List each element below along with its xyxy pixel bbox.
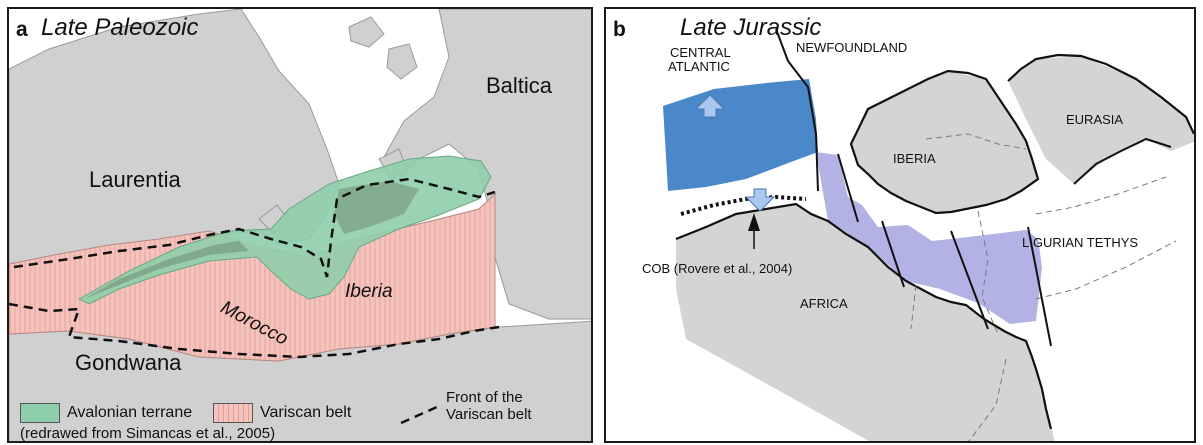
baltica-landmass [383,9,591,320]
panel-b-title: Late Jurassic [680,14,822,41]
island [386,43,418,80]
terrane-overlap [84,241,249,299]
central-atlantic-label-line1: CENTRAL [670,45,731,60]
gondwana-label: Gondwana [75,350,182,375]
iberia-landmass [851,71,1038,213]
central-atlantic-label-line2: ATLANTIC [668,59,730,74]
africa-label: AFRICA [800,296,848,311]
iberia-coastline [849,69,1040,215]
avalonian-legend-swatch [20,403,60,423]
panel-a-late-paleozoic-map: a Late Paleozoic Baltica Laurentia Iberi… [7,7,593,443]
terrane-overlap [334,181,419,234]
source-citation: (redrawed from Simancas et al., 2005) [20,425,276,442]
variscan-front-line-south [9,302,500,359]
fault-line [837,153,859,223]
cob-boundary-line [680,194,807,216]
fault-line [881,220,905,288]
eurasia-label: EURASIA [1066,112,1124,127]
newfoundland-transform [775,28,819,192]
island [348,16,385,48]
legend-front-line-sample [400,405,438,425]
newfoundland-label: NEWFOUNDLAND [796,40,908,55]
eurasia-coastline-south [1073,137,1172,185]
spreading-arrow-up [694,94,726,118]
iberia-label-b: IBERIA [893,151,936,166]
panel-a-title: Late Paleozoic [41,14,199,41]
laurentia-label: Laurentia [89,167,181,192]
paleozoic-map-graphic [9,9,591,441]
variscan-legend-swatch [213,403,253,423]
variscan-legend-label: Variscan belt [260,404,352,421]
ligurian-tethys-label: LIGURIAN TETHYS [1022,235,1139,250]
ligurian-tethys-ocean [816,152,1042,324]
africa-coastline [675,202,1053,430]
avalonian-legend-label: Avalonian terrane [67,404,193,421]
iberia-label: Iberia [345,281,393,302]
central-atlantic-ocean [663,79,818,191]
fault-line [1027,226,1052,347]
river-lines [910,133,1177,441]
eurasia-coastline [1007,53,1194,135]
spreading-arrow-down [744,188,776,212]
fault-line [950,230,989,330]
cob-label: COB (Rovere et al., 2004) [642,261,793,276]
cob-arrow-head [748,213,760,231]
baltica-label: Baltica [486,73,553,98]
front-legend-label-line2: Variscan belt [446,406,532,423]
variscan-front-line-north [13,177,496,278]
front-legend-label-line1: Front of the [446,389,523,406]
jurassic-map-graphic [663,28,1194,441]
panel-a-letter: a [16,18,28,41]
panel-b-late-jurassic-map: b Late Jurassic CENTRAL ATLANTIC NEWFOUN… [604,7,1196,443]
africa-landmass [676,204,1055,441]
panel-b-letter: b [613,18,626,41]
